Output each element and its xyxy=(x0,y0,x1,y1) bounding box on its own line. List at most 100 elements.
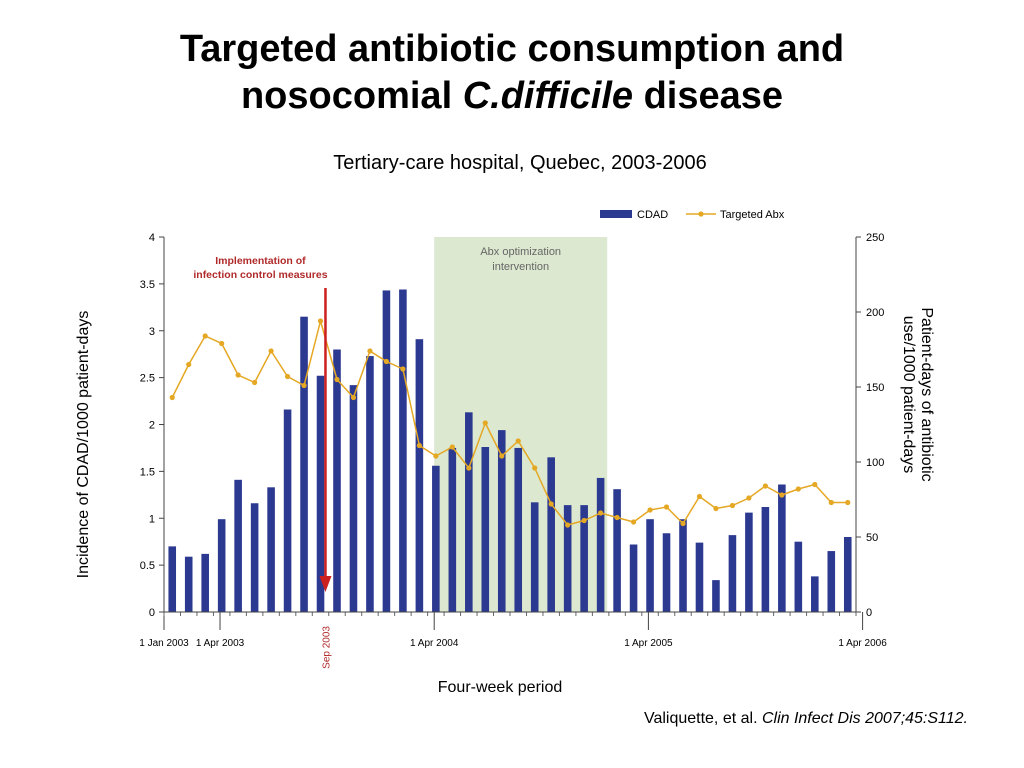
cdad-bar xyxy=(596,477,605,612)
x-tick-label: 1 Apr 2003 xyxy=(196,638,245,649)
targeted-abx-line xyxy=(171,318,848,526)
slide-title-line2: nosocomial C.difficile disease xyxy=(0,73,1024,120)
cdad-bar xyxy=(778,484,786,612)
cdad-bar xyxy=(629,544,638,612)
cdad-bar xyxy=(316,375,325,612)
left-tick-label: 2.5 xyxy=(140,373,155,385)
cdad-bar xyxy=(234,479,242,612)
left-tick-label: 0 xyxy=(149,607,155,619)
abx-point xyxy=(367,348,373,354)
cdad-bar xyxy=(662,533,671,612)
abx-point xyxy=(466,465,472,471)
cdad-bar xyxy=(745,512,753,612)
abx-point xyxy=(317,318,324,324)
legend-line-label: Targeted Abx xyxy=(720,209,785,221)
cdad-bar xyxy=(794,541,803,612)
y-axis-title: Incidence of CDAD/1000 patient-days xyxy=(75,311,92,579)
slide-title: Targeted antibiotic consumption and noso… xyxy=(0,26,1024,120)
left-axis-ticks: 0 0.5 1 1.5 2 2.5 3 3.5 4 xyxy=(140,232,164,619)
right-tick-label: 100 xyxy=(866,457,884,469)
y2-axis-title-line1: Patient-days of antibiotic xyxy=(918,307,935,481)
abx-point xyxy=(482,420,488,426)
citation: Valiquette, et al. Clin Infect Dis 2007;… xyxy=(644,710,968,728)
abx-point xyxy=(334,376,340,383)
cdad-bar xyxy=(399,289,407,612)
abx-point xyxy=(383,358,390,365)
cdad-bar xyxy=(184,556,193,612)
cdad-bar xyxy=(514,447,523,612)
abx-point xyxy=(647,507,653,513)
x-axis-ticks: 1 Jan 2003 1 Apr 2003 1 Apr 2004 1 Apr 2005… xyxy=(139,612,887,649)
x-tick-label: 1 Apr 2004 xyxy=(410,638,459,649)
abx-point xyxy=(548,501,554,507)
cdad-bar xyxy=(712,580,720,612)
abx-point xyxy=(433,453,439,459)
cdad-bar xyxy=(843,537,852,612)
abx-point xyxy=(779,492,785,498)
abx-point xyxy=(416,442,422,449)
abx-point xyxy=(696,493,703,500)
right-axis-ticks: 0 50 100 150 200 250 xyxy=(856,232,884,619)
abx-point xyxy=(449,444,455,450)
abx-point xyxy=(532,465,538,471)
x-tick-label: 1 Apr 2006 xyxy=(838,638,887,649)
abx-point xyxy=(186,361,192,368)
abx-point xyxy=(828,499,834,506)
cdad-bar xyxy=(300,316,308,612)
abx-point xyxy=(565,522,571,528)
x-tick-label: 1 Apr 2005 xyxy=(624,638,673,649)
cdad-bar xyxy=(695,542,704,612)
cdad-bar xyxy=(283,409,292,612)
cdad-bar xyxy=(201,553,209,612)
infection-control-label-line1: Implementation of xyxy=(215,255,306,267)
title-line2-pre: nosocomial xyxy=(240,75,463,117)
cdad-bar xyxy=(250,503,259,612)
right-tick-label: 200 xyxy=(866,307,884,319)
cdad-bar xyxy=(465,412,473,612)
abx-point xyxy=(515,438,521,444)
abx-point xyxy=(680,520,686,527)
y2-axis-title-line2: use/1000 patient-days xyxy=(900,316,917,473)
abx-point xyxy=(713,505,719,512)
cdad-bar xyxy=(811,576,819,612)
cdad-bar xyxy=(563,505,572,612)
left-tick-label: 0.5 xyxy=(140,560,155,572)
legend-bar-label: CDAD xyxy=(637,209,668,221)
abx-point xyxy=(795,486,801,492)
left-tick-label: 4 xyxy=(149,232,155,244)
cdad-bar xyxy=(481,447,490,612)
abx-point xyxy=(252,379,258,386)
abx-point xyxy=(762,483,768,489)
legend-line-dot xyxy=(698,211,704,217)
right-tick-label: 50 xyxy=(866,532,878,544)
cdad-bar xyxy=(613,489,621,612)
slide-title-line1: Targeted antibiotic consumption and xyxy=(179,28,845,70)
cdad-bar xyxy=(580,505,588,612)
abx-point xyxy=(301,382,307,389)
abx-point xyxy=(663,504,670,510)
x-tick-label: 1 Jan 2003 xyxy=(139,638,189,649)
right-tick-label: 0 xyxy=(866,607,872,619)
cdad-bar xyxy=(415,339,424,612)
abx-band-label-line2: intervention xyxy=(492,261,549,273)
abx-point xyxy=(729,502,736,509)
targeted-abx-points xyxy=(169,318,851,528)
abx-point xyxy=(598,510,604,516)
cdad-bar xyxy=(168,546,177,612)
cdad-bar xyxy=(267,487,275,612)
cdad-bars xyxy=(168,289,852,612)
cdad-bar xyxy=(679,519,687,612)
infection-control-arrow-head xyxy=(319,576,332,592)
cdad-bar xyxy=(333,349,341,612)
abx-point xyxy=(284,373,291,380)
cdad-bar xyxy=(497,430,506,612)
cdad-bar xyxy=(349,385,358,612)
cdad-bar xyxy=(646,519,654,612)
abx-point xyxy=(614,514,620,521)
title-line2-post: disease xyxy=(633,75,784,117)
citation-italic: Clin Infect Dis 2007;45:S112. xyxy=(761,710,968,727)
slide-subtitle: Tertiary-care hospital, Quebec, 2003-200… xyxy=(333,152,707,174)
x-axis-title: Four-week period xyxy=(438,679,563,696)
abx-point xyxy=(845,499,851,506)
abx-point xyxy=(499,453,505,459)
